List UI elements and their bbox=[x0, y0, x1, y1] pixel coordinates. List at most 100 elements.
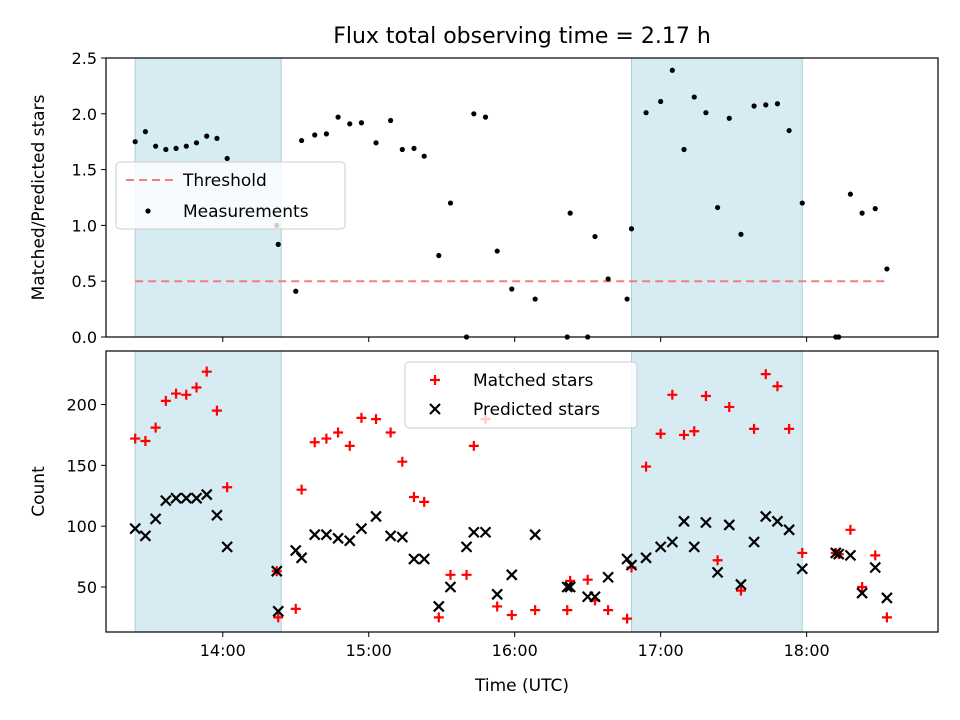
data-point bbox=[691, 94, 697, 100]
data-point bbox=[173, 145, 179, 151]
data-point bbox=[296, 484, 307, 495]
data-point bbox=[726, 115, 732, 121]
chart-title: Flux total observing time = 2.17 h bbox=[333, 24, 711, 49]
data-point bbox=[582, 574, 593, 585]
y-tick-label: 1.0 bbox=[72, 216, 97, 235]
data-point bbox=[344, 440, 355, 451]
data-point bbox=[193, 140, 200, 146]
panel-2: 50 100 150 200 14:00 15:00 16:00 17:00 18:00 Coun… bbox=[29, 350, 939, 696]
data-point bbox=[408, 491, 419, 502]
data-point bbox=[669, 67, 675, 73]
y-tick-label: 150 bbox=[66, 456, 97, 475]
data-point bbox=[561, 581, 574, 593]
data-point bbox=[482, 114, 489, 120]
data-point bbox=[844, 549, 857, 562]
legend-matched-label: Matched stars bbox=[473, 371, 593, 391]
series-predicted-stars bbox=[129, 488, 893, 618]
data-point bbox=[689, 426, 700, 437]
data-point bbox=[140, 436, 151, 447]
y-tick-label: 0.0 bbox=[72, 328, 97, 347]
data-point bbox=[872, 206, 878, 212]
data-point bbox=[433, 612, 444, 623]
data-point bbox=[150, 422, 161, 433]
data-point bbox=[530, 605, 541, 616]
data-point bbox=[461, 569, 472, 580]
data-point bbox=[681, 146, 687, 153]
panel-1: 0.0 0.5 1.0 1.5 2.0 2.5 Matched/Predicted star… bbox=[29, 49, 939, 347]
data-point bbox=[222, 482, 233, 493]
data-point bbox=[180, 492, 193, 504]
data-point bbox=[347, 121, 353, 127]
data-point bbox=[799, 200, 805, 206]
data-point bbox=[602, 571, 614, 584]
x-axis-label: Time (UTC) bbox=[474, 676, 569, 696]
shaded-interval bbox=[630, 350, 803, 633]
data-point bbox=[323, 131, 330, 137]
data-point bbox=[760, 369, 771, 380]
data-point bbox=[567, 210, 573, 216]
data-point bbox=[132, 139, 138, 145]
data-point bbox=[224, 155, 230, 162]
data-point bbox=[881, 592, 893, 604]
data-point bbox=[712, 555, 723, 566]
data-point bbox=[625, 559, 638, 571]
data-point bbox=[532, 296, 538, 302]
y-tick-label: 2.0 bbox=[72, 105, 97, 124]
axes-frame bbox=[105, 350, 939, 633]
data-point bbox=[771, 515, 784, 528]
x-tick-label: 14:00 bbox=[200, 641, 246, 660]
legend-measurements-label: Measurements bbox=[183, 202, 309, 222]
data-point bbox=[308, 528, 321, 541]
data-point bbox=[884, 266, 890, 272]
y-axis-label: Count bbox=[29, 466, 49, 517]
data-point bbox=[320, 528, 333, 541]
data-point bbox=[139, 530, 152, 542]
y-tick-label: 0.5 bbox=[72, 272, 97, 291]
data-point bbox=[774, 101, 781, 107]
data-point bbox=[343, 534, 356, 547]
data-point bbox=[641, 461, 652, 472]
data-point bbox=[293, 288, 299, 294]
data-point bbox=[688, 541, 701, 553]
data-point bbox=[832, 548, 845, 560]
data-point bbox=[312, 132, 318, 138]
data-point bbox=[163, 146, 169, 153]
data-point bbox=[666, 536, 679, 548]
data-point bbox=[655, 428, 666, 439]
data-point bbox=[445, 569, 456, 580]
data-point bbox=[605, 276, 611, 282]
data-point bbox=[309, 437, 320, 448]
legend-threshold-label: Threshold bbox=[182, 171, 267, 191]
data-point bbox=[388, 117, 394, 124]
data-point bbox=[506, 569, 518, 581]
data-point bbox=[859, 210, 865, 216]
data-point bbox=[640, 552, 652, 564]
data-point bbox=[784, 423, 795, 434]
data-point bbox=[221, 541, 233, 553]
data-point bbox=[298, 137, 305, 144]
data-point bbox=[479, 526, 492, 539]
data-point bbox=[358, 120, 365, 126]
data-point bbox=[419, 496, 430, 507]
data-point bbox=[370, 510, 382, 523]
data-point bbox=[703, 110, 709, 116]
data-point bbox=[509, 286, 515, 292]
data-point bbox=[679, 429, 690, 440]
data-point bbox=[460, 541, 473, 553]
data-point bbox=[471, 111, 477, 117]
data-point bbox=[624, 296, 630, 302]
data-point bbox=[622, 613, 633, 624]
data-point bbox=[589, 590, 601, 603]
data-point bbox=[628, 226, 635, 232]
data-point bbox=[295, 552, 308, 564]
legend-box bbox=[115, 161, 346, 230]
data-point bbox=[643, 110, 649, 116]
data-point bbox=[468, 526, 480, 539]
data-point bbox=[332, 532, 344, 545]
data-point bbox=[700, 391, 711, 402]
data-point bbox=[183, 143, 189, 149]
data-point bbox=[735, 578, 747, 591]
data-point bbox=[735, 585, 746, 596]
data-point bbox=[271, 565, 283, 577]
data-point bbox=[191, 382, 202, 393]
